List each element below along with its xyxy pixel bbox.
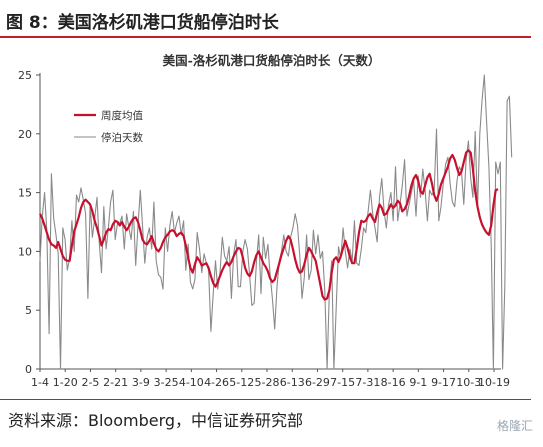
y-tick-label: 5 <box>25 304 32 317</box>
y-tick-label: 15 <box>18 187 32 200</box>
chart-title: 美国-洛杉矶港口货船停泊时长（天数） <box>162 53 381 68</box>
watermark-logo: 格隆汇 <box>496 419 533 433</box>
x-tick-label: 7-31 <box>355 376 380 389</box>
y-tick-label: 0 <box>25 363 32 376</box>
x-tick-label: 2-5 <box>81 376 99 389</box>
x-tick-label: 10-19 <box>478 376 510 389</box>
x-tick-label: 2-21 <box>103 376 128 389</box>
x-tick-label: 4-26 <box>204 376 229 389</box>
y-tick-label: 20 <box>18 128 32 141</box>
x-tick-label: 3-25 <box>154 376 179 389</box>
figure-title: 图 8：美国洛杉矶港口货船停泊时长 <box>6 13 279 33</box>
series-line-weekly-avg <box>39 149 499 301</box>
legend-label: 停泊天数 <box>101 131 143 144</box>
x-tick-label: 9-1 <box>409 376 427 389</box>
x-tick-label: 6-13 <box>280 376 305 389</box>
x-tick-label: 7-15 <box>330 376 355 389</box>
x-tick-label: 4-10 <box>179 376 204 389</box>
x-tick-label: 1-4 <box>31 376 49 389</box>
x-tick-label: 5-28 <box>255 376 280 389</box>
legend-label: 周度均值 <box>101 109 143 122</box>
x-tick-label: 6-29 <box>305 376 330 389</box>
x-tick-label: 3-9 <box>132 376 150 389</box>
x-tick-label: 5-12 <box>229 376 254 389</box>
x-tick-label: 8-16 <box>381 376 406 389</box>
source-divider <box>0 399 531 400</box>
y-tick-label: 10 <box>18 245 32 258</box>
x-tick-label: 10-3 <box>456 376 481 389</box>
x-tick-label: 1-20 <box>53 376 78 389</box>
x-tick-label: 9-17 <box>431 376 456 389</box>
y-tick-label: 25 <box>18 69 32 82</box>
title-divider <box>0 36 531 38</box>
source-note: 资料来源：Bloomberg，中信证券研究部 <box>8 411 304 430</box>
